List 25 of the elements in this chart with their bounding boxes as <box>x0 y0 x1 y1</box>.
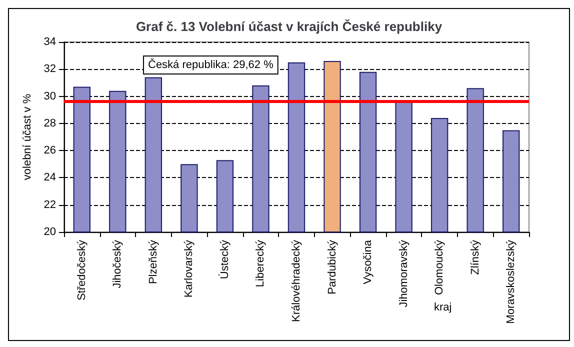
y-tick-label: 34 <box>44 36 56 48</box>
x-tick-label: Pardubický <box>326 240 338 294</box>
x-tick-label: Olomoucký <box>434 240 446 296</box>
x-tick-label: Liberecký <box>254 240 267 288</box>
x-axis-title: kraj <box>434 302 452 314</box>
y-axis-title: volební účast v % <box>21 94 34 180</box>
x-tick-label: Ústecký <box>218 240 231 280</box>
x-tick-label: Středočeský <box>76 240 88 301</box>
y-tick-label: 28 <box>44 117 56 130</box>
x-tick-label: Jihomoravský <box>398 240 410 308</box>
y-tick-label: 30 <box>44 90 56 102</box>
x-tick-label: Královéhradecký <box>290 240 302 322</box>
y-tick-label: 32 <box>44 63 56 76</box>
y-tick-label: 26 <box>44 144 56 157</box>
x-tick-label: Karlovarský <box>183 240 196 298</box>
y-tick-label: 22 <box>44 198 56 211</box>
x-tick-label: Jihočeský <box>112 240 124 288</box>
y-tick-label: 20 <box>44 226 56 238</box>
x-tick-label: Zlínský <box>469 240 482 275</box>
x-tick-label: Moravskoslezský <box>505 240 518 324</box>
x-tick-label: Plzeňský <box>147 240 160 284</box>
ref-line-label: Česká republika: 29,62 % <box>148 58 274 71</box>
chart-title: Graf č. 13 Volební účast v krajích České republiky <box>136 19 443 34</box>
y-tick-label: 24 <box>44 172 56 184</box>
x-tick-label: Vysočina <box>362 239 374 284</box>
